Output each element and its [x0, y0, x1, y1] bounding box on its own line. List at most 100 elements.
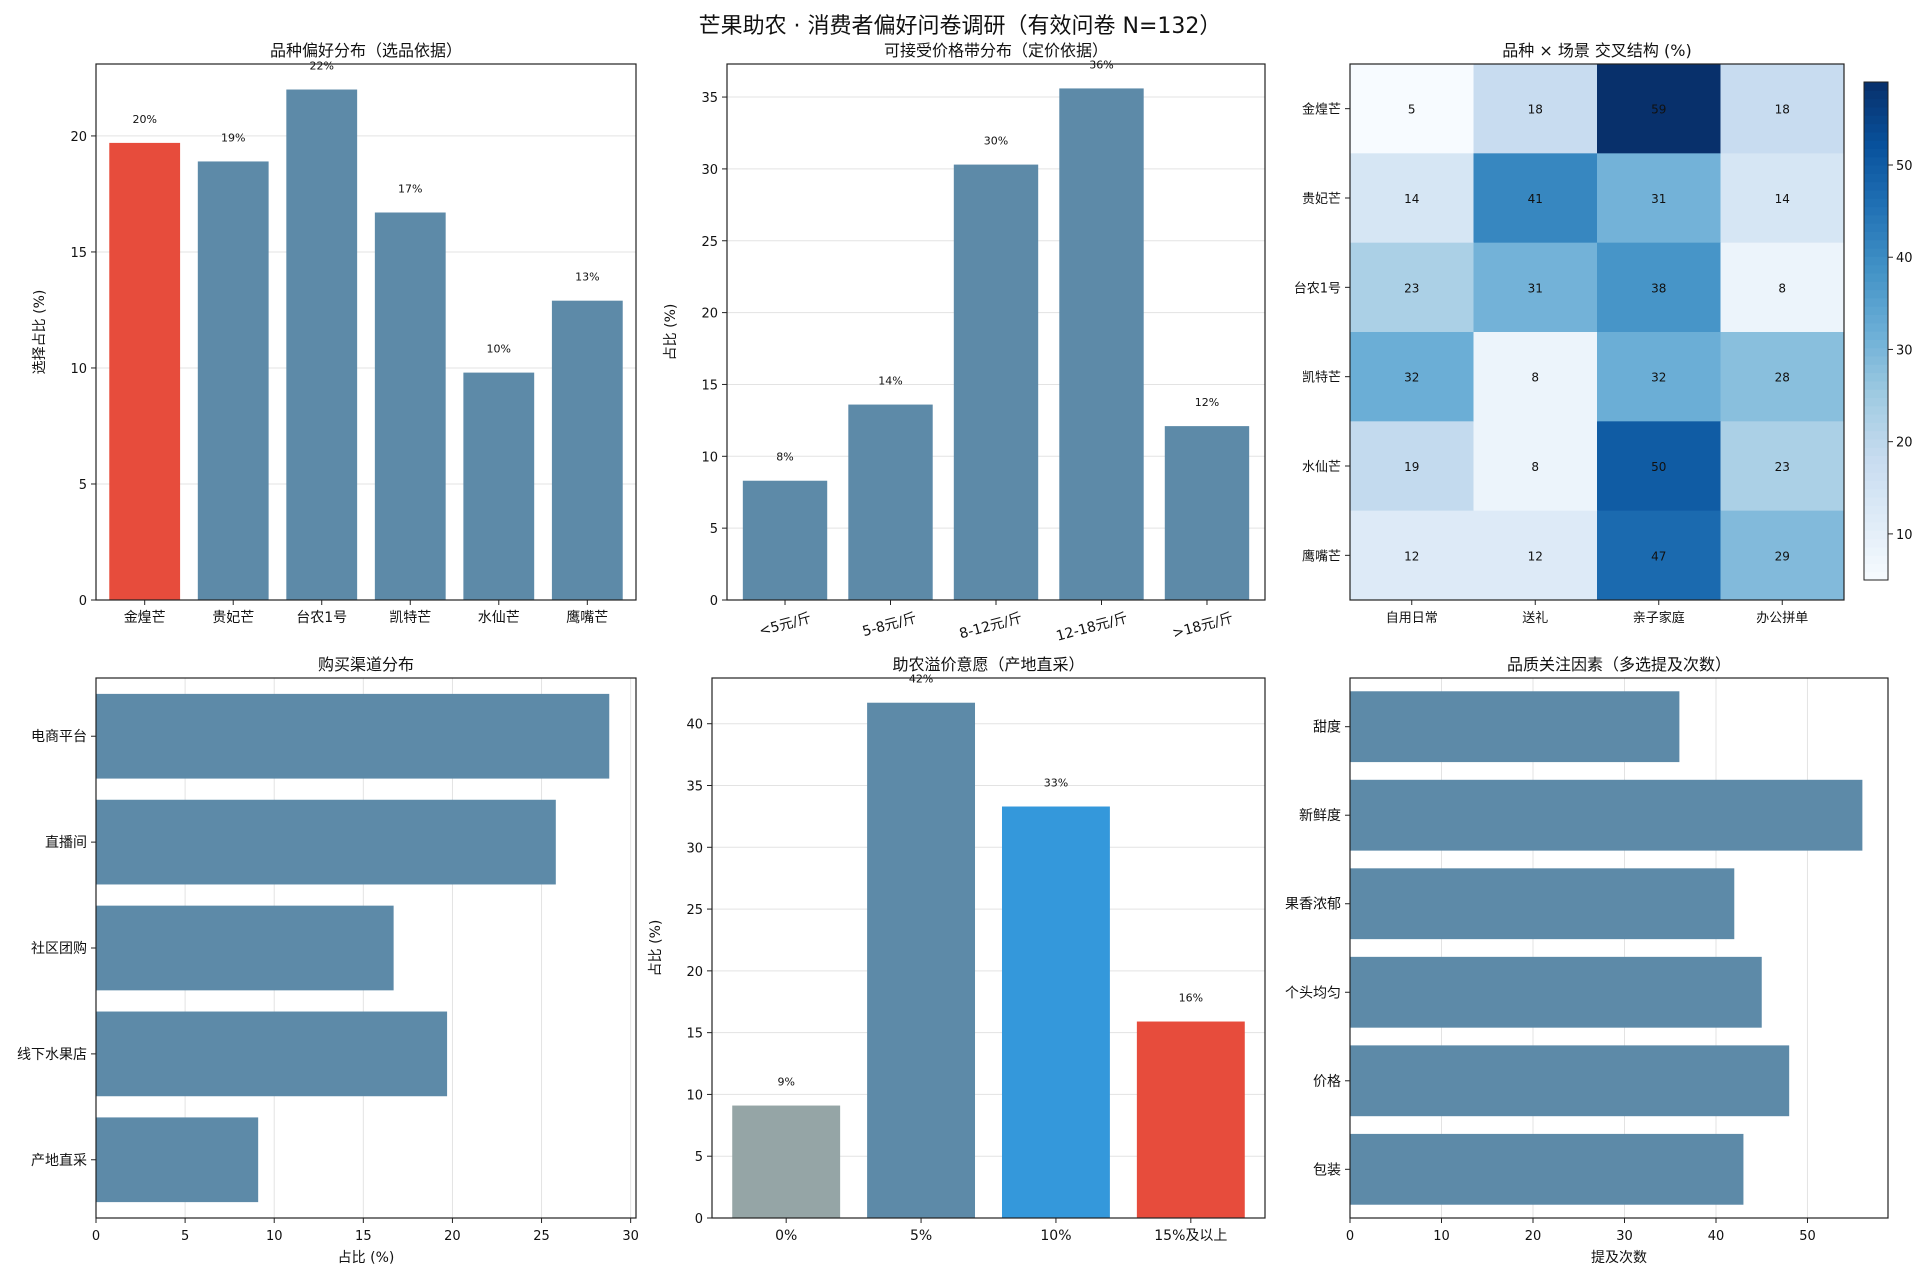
colorbar-frame: [1863, 81, 1889, 581]
y-tick-label: 果香浓郁: [1285, 897, 1341, 913]
cell-value: 32: [1651, 371, 1666, 385]
colorbar-segment: [1864, 538, 1888, 548]
heat-cell-4-3: [1720, 421, 1845, 512]
x-tick-label: 5-8元/斤: [861, 610, 919, 640]
bar-0-4: [463, 372, 535, 600]
colorbar-segment: [1864, 297, 1888, 307]
x-tick-label: 12-18元/斤: [1055, 610, 1130, 644]
colorbar-segment: [1864, 472, 1888, 481]
colorbar-tick-label: 50: [1896, 159, 1913, 174]
colorbar-segment: [1864, 521, 1888, 531]
cell-value: 23: [1775, 460, 1790, 474]
cell-value: 18: [1775, 103, 1790, 117]
colorbar-segment: [1864, 115, 1888, 125]
colorbar-segment: [1864, 181, 1888, 191]
x-tick-label: 0: [1346, 1229, 1354, 1244]
colorbar-segment: [1864, 422, 1888, 432]
y-tick-label: 30: [686, 841, 703, 856]
bar-4-0: [732, 1105, 841, 1218]
data-label: 17%: [398, 183, 422, 196]
y-tick-label: 新鲜度: [1299, 808, 1341, 824]
colorbar-segment: [1864, 165, 1888, 174]
data-label: 42%: [909, 673, 933, 686]
hbar-3-2: [96, 905, 394, 991]
y-axis-label: 选择占比 (%): [32, 290, 48, 375]
hbar-5-1: [1350, 779, 1863, 851]
data-label: 10%: [487, 343, 511, 356]
panel-title-4: 助农溢价意愿（产地直采）: [892, 655, 1084, 674]
y-tick-label: 35: [701, 91, 718, 106]
x-tick-label: 20: [1525, 1229, 1542, 1244]
colorbar-segment: [1864, 447, 1888, 457]
colorbar-segment: [1864, 389, 1888, 398]
cell-value: 12: [1404, 549, 1419, 563]
colorbar-segment: [1864, 497, 1888, 506]
colorbar-segment: [1864, 90, 1888, 100]
x-tick-label: >18元/斤: [1171, 610, 1235, 642]
colorbar-segment: [1864, 214, 1888, 224]
y-tick-label: 5: [710, 522, 718, 537]
colorbar-segment: [1864, 140, 1888, 149]
colorbar-segment: [1864, 430, 1888, 440]
colorbar-segment: [1864, 513, 1888, 523]
colorbar-segment: [1864, 505, 1888, 515]
cell-value: 5: [1408, 103, 1416, 117]
y-tick-label: 个头均匀: [1285, 985, 1341, 1001]
heat-cell-2-3: [1720, 242, 1845, 333]
colorbar-segment: [1864, 563, 1888, 573]
plot-frame-5: [1349, 677, 1889, 1219]
cell-value: 8: [1778, 281, 1786, 295]
colorbar-tick-label: 40: [1896, 251, 1913, 266]
plot-frame-1: [726, 63, 1266, 601]
y-tick-label: 直播间: [45, 834, 87, 851]
cell-value: 23: [1404, 281, 1419, 295]
x-tick-label: 50: [1799, 1229, 1816, 1244]
heat-cell-1-1: [1473, 153, 1598, 244]
cell-value: 14: [1404, 192, 1419, 206]
colorbar-segment: [1864, 480, 1888, 490]
x-tick-label: 25: [533, 1229, 550, 1244]
x-tick-label: 贵妃芒: [212, 610, 254, 626]
colorbar-segment: [1864, 189, 1888, 199]
heat-cell-4-2: [1597, 421, 1721, 512]
heat-cell-5-2: [1597, 510, 1721, 601]
x-axis-label: 提及次数: [1591, 1250, 1647, 1266]
y-axis-label: 占比 (%): [663, 304, 679, 361]
cell-value: 50: [1651, 460, 1666, 474]
x-tick-label: 30: [1616, 1229, 1633, 1244]
heat-cell-2-0: [1350, 242, 1474, 333]
x-tick-label: 办公拼单: [1756, 611, 1808, 626]
colorbar-segment: [1864, 248, 1888, 257]
colorbar-segment: [1864, 364, 1888, 374]
data-label: 9%: [777, 1076, 794, 1089]
plot-frame-4: [711, 677, 1266, 1219]
data-label: 22%: [310, 60, 334, 73]
y-tick-label: 15: [70, 246, 87, 261]
heat-cell-5-0: [1350, 510, 1474, 601]
hbar-5-5: [1350, 1133, 1744, 1205]
cell-value: 8: [1531, 460, 1539, 474]
data-label: 12%: [1195, 396, 1219, 409]
y-tick-label: 10: [686, 1088, 703, 1103]
data-label: 8%: [776, 451, 793, 464]
y-tick-label: 5: [79, 478, 87, 493]
x-tick-label: 5%: [910, 1228, 932, 1244]
x-tick-label: 0%: [775, 1228, 797, 1244]
heat-cell-3-2: [1597, 332, 1721, 422]
y-axis-label: 占比 (%): [648, 920, 664, 977]
bar-0-3: [374, 212, 446, 600]
cell-value: 47: [1651, 549, 1666, 563]
y-tick-label: 电商平台: [31, 729, 87, 745]
cell-value: 32: [1404, 371, 1419, 385]
hbar-5-3: [1350, 956, 1762, 1028]
data-label: 33%: [1044, 777, 1068, 790]
y-tick-label: 10: [701, 450, 718, 465]
heat-cell-3-1: [1473, 332, 1598, 422]
colorbar-segment: [1864, 198, 1888, 208]
colorbar-segment: [1864, 546, 1888, 556]
colorbar-segment: [1864, 223, 1888, 232]
colorbar-segment: [1864, 289, 1888, 299]
x-tick-label: 鹰嘴芒: [566, 610, 608, 626]
bar-4-2: [1001, 806, 1110, 1218]
x-tick-label: 15: [355, 1229, 372, 1244]
